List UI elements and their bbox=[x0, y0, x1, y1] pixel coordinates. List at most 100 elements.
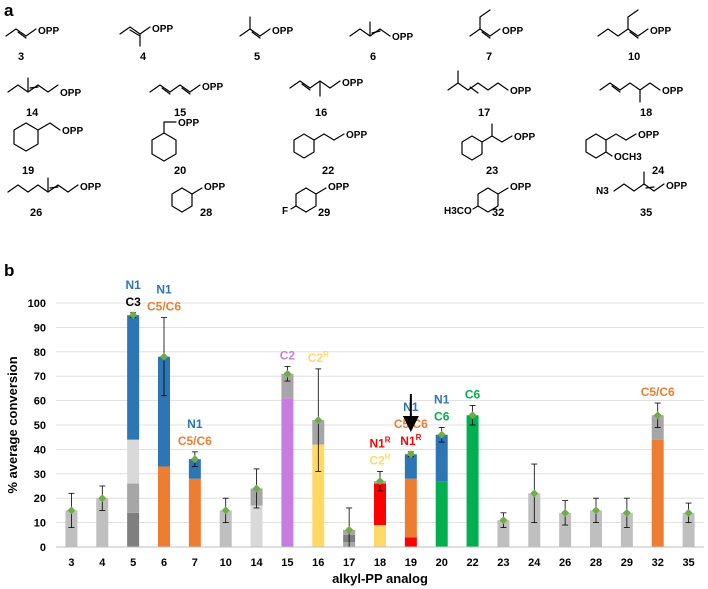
bar-annotation: C6 bbox=[465, 387, 481, 401]
y-tick-label: 30 bbox=[34, 469, 46, 481]
compound-5: OPP 5 bbox=[239, 16, 293, 63]
compound-22: OPP 22 bbox=[293, 130, 367, 177]
x-tick-label: 35 bbox=[682, 557, 694, 569]
opp-label: OPP bbox=[60, 88, 81, 99]
opp-label: OPP bbox=[514, 132, 535, 143]
methoxy-label: H3CO bbox=[444, 206, 472, 217]
y-tick-label: 10 bbox=[34, 518, 46, 530]
x-tick-label: 17 bbox=[343, 557, 355, 569]
bar-segment bbox=[281, 373, 294, 399]
compound-number: 3 bbox=[18, 51, 24, 63]
compound-number: 18 bbox=[640, 107, 652, 119]
x-tick-label: 18 bbox=[374, 557, 386, 569]
x-tick-label: 4 bbox=[99, 557, 106, 569]
bar-annotation: N1R bbox=[369, 435, 390, 450]
opp-label: OPP bbox=[80, 182, 101, 193]
bar-segment bbox=[651, 439, 664, 547]
compound-28: OPP 28 bbox=[171, 182, 225, 219]
compound-number: 19 bbox=[22, 165, 34, 177]
compound-number: 6 bbox=[370, 51, 376, 63]
compound-23: OPP 23 bbox=[461, 123, 535, 177]
mean-marker bbox=[129, 311, 138, 320]
opp-label: OPP bbox=[202, 82, 223, 93]
bar-segment bbox=[466, 415, 479, 547]
y-tick-label: 60 bbox=[34, 396, 46, 408]
bar-segment bbox=[404, 454, 417, 479]
opp-label: OPP bbox=[346, 130, 367, 141]
compound-number: 7 bbox=[486, 51, 492, 63]
x-tick-label: 20 bbox=[436, 557, 448, 569]
opp-label: OPP bbox=[178, 118, 199, 129]
y-tick-label: 20 bbox=[34, 493, 46, 505]
x-tick-label: 23 bbox=[497, 557, 509, 569]
compound-number: 23 bbox=[486, 165, 498, 177]
mean-marker bbox=[376, 477, 384, 486]
bar-annotation: C2R bbox=[308, 350, 329, 365]
bar-segment bbox=[620, 512, 633, 547]
compound-20: OPP 20 bbox=[151, 118, 199, 177]
mean-marker bbox=[252, 484, 261, 493]
compound-19: OPP 19 bbox=[13, 122, 83, 177]
bar-annotation: N1 bbox=[187, 417, 203, 431]
mean-marker bbox=[622, 508, 631, 517]
compound-number: 35 bbox=[640, 207, 652, 219]
y-tick-label: 0 bbox=[40, 542, 46, 554]
compound-number: 15 bbox=[174, 107, 186, 119]
x-tick-label: 10 bbox=[220, 557, 232, 569]
bar-segment bbox=[281, 398, 294, 547]
compound-number: 20 bbox=[174, 165, 186, 177]
bar-segment bbox=[158, 356, 170, 467]
compound-number: 28 bbox=[200, 207, 212, 219]
compound-3: OPP 3 bbox=[5, 26, 59, 63]
x-tick-label: 16 bbox=[312, 557, 324, 569]
mean-marker bbox=[684, 508, 693, 517]
x-tick-label: 6 bbox=[161, 557, 167, 569]
bar-segment bbox=[65, 510, 78, 547]
y-axis-title: % average conversion bbox=[5, 356, 20, 493]
opp-label: OPP bbox=[638, 130, 659, 141]
opp-label: OPP bbox=[666, 181, 687, 192]
compound-14: OPP 14 bbox=[7, 77, 81, 119]
x-tick-label: 3 bbox=[68, 557, 74, 569]
x-axis-title: alkyl-PP analog bbox=[332, 571, 428, 586]
compound-number: 29 bbox=[318, 207, 330, 219]
opp-label: OPP bbox=[38, 26, 59, 37]
compound-number: 10 bbox=[628, 51, 640, 63]
bar-segment bbox=[127, 512, 140, 547]
x-tick-label: 5 bbox=[130, 557, 136, 569]
compound-4: OPP 4 bbox=[119, 24, 173, 63]
bar-annotation: C2R bbox=[369, 452, 390, 467]
bar-segment bbox=[188, 459, 201, 479]
compound-number: 22 bbox=[322, 165, 334, 177]
opp-label: OPP bbox=[510, 182, 531, 193]
bar-segment bbox=[374, 483, 386, 526]
panel-b-label: b bbox=[4, 261, 14, 280]
azide-label: N3 bbox=[596, 186, 609, 197]
compound-number: 14 bbox=[26, 107, 39, 119]
structures-panel: OPP 3 OPP 4 OPP 5 OPP 6 OPP bbox=[5, 9, 687, 219]
y-tick-label: 40 bbox=[34, 444, 46, 456]
x-tick-label: 26 bbox=[559, 557, 571, 569]
error-bars bbox=[67, 311, 693, 548]
y-tick-label: 70 bbox=[34, 371, 46, 383]
compound-15: OPP 15 bbox=[149, 82, 223, 119]
bar-segment bbox=[127, 439, 140, 484]
bar-chart: 0 10 20 30 40 50 60 70 80 90 100 C3 N1 C5/C6 N1 C5/C6 N… bbox=[5, 278, 704, 586]
mean-marker bbox=[98, 494, 107, 503]
y-tick-label: 100 bbox=[28, 298, 46, 310]
compound-10: OPP 10 bbox=[597, 9, 671, 63]
compound-29: F OPP 29 bbox=[282, 182, 349, 219]
compound-6: OPP 6 bbox=[349, 21, 413, 63]
methoxy-label: OCH3 bbox=[614, 152, 642, 163]
mean-marker bbox=[653, 411, 662, 420]
bars bbox=[65, 315, 695, 547]
fluoro-label: F bbox=[282, 206, 288, 217]
mean-marker bbox=[499, 516, 508, 525]
compound-35: N3 OPP 35 bbox=[596, 171, 687, 219]
mean-marker bbox=[468, 411, 477, 420]
bar-segment bbox=[404, 478, 417, 538]
opp-label: OPP bbox=[152, 24, 173, 35]
bar-segment bbox=[312, 444, 325, 547]
y-tick-labels: 0 10 20 30 40 50 60 70 80 90 100 bbox=[28, 298, 46, 554]
